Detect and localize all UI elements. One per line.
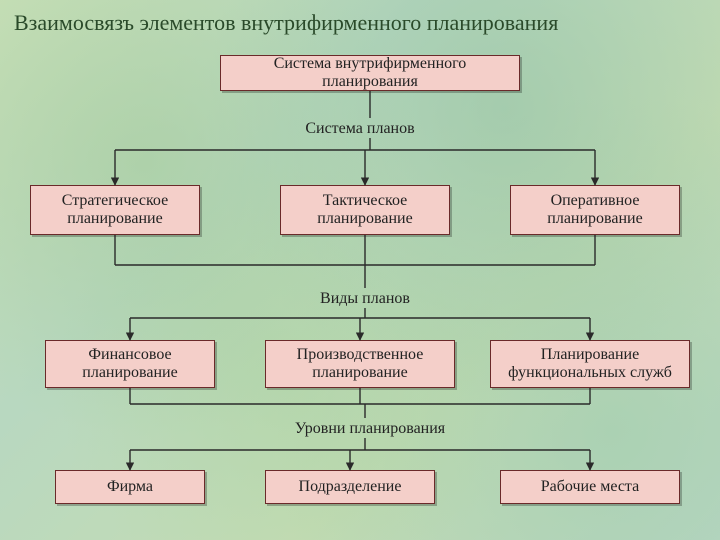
box-strategic: Стратегическое планирование (30, 185, 200, 235)
box-functional: Планирование функциональных служб (490, 340, 690, 388)
box-tactical: Тактическое планирование (280, 185, 450, 235)
label-planning-levels: Уровни планирования (290, 420, 450, 438)
box-workplaces: Рабочие места (500, 470, 680, 504)
box-system: Система внутрифирменного планирования (220, 55, 520, 91)
page-title: Взаимосвязъ элементов внутрифирменного п… (14, 10, 558, 36)
diagram-layer: Взаимосвязъ элементов внутрифирменного п… (0, 0, 720, 540)
box-division: Подразделение (265, 470, 435, 504)
box-firm: Фирма (55, 470, 205, 504)
box-operational: Оперативное планирование (510, 185, 680, 235)
label-plans-system: Система планов (300, 120, 420, 138)
label-plan-types: Виды планов (315, 290, 415, 308)
box-production: Производственное планирование (265, 340, 455, 388)
box-financial: Финансовое планирование (45, 340, 215, 388)
